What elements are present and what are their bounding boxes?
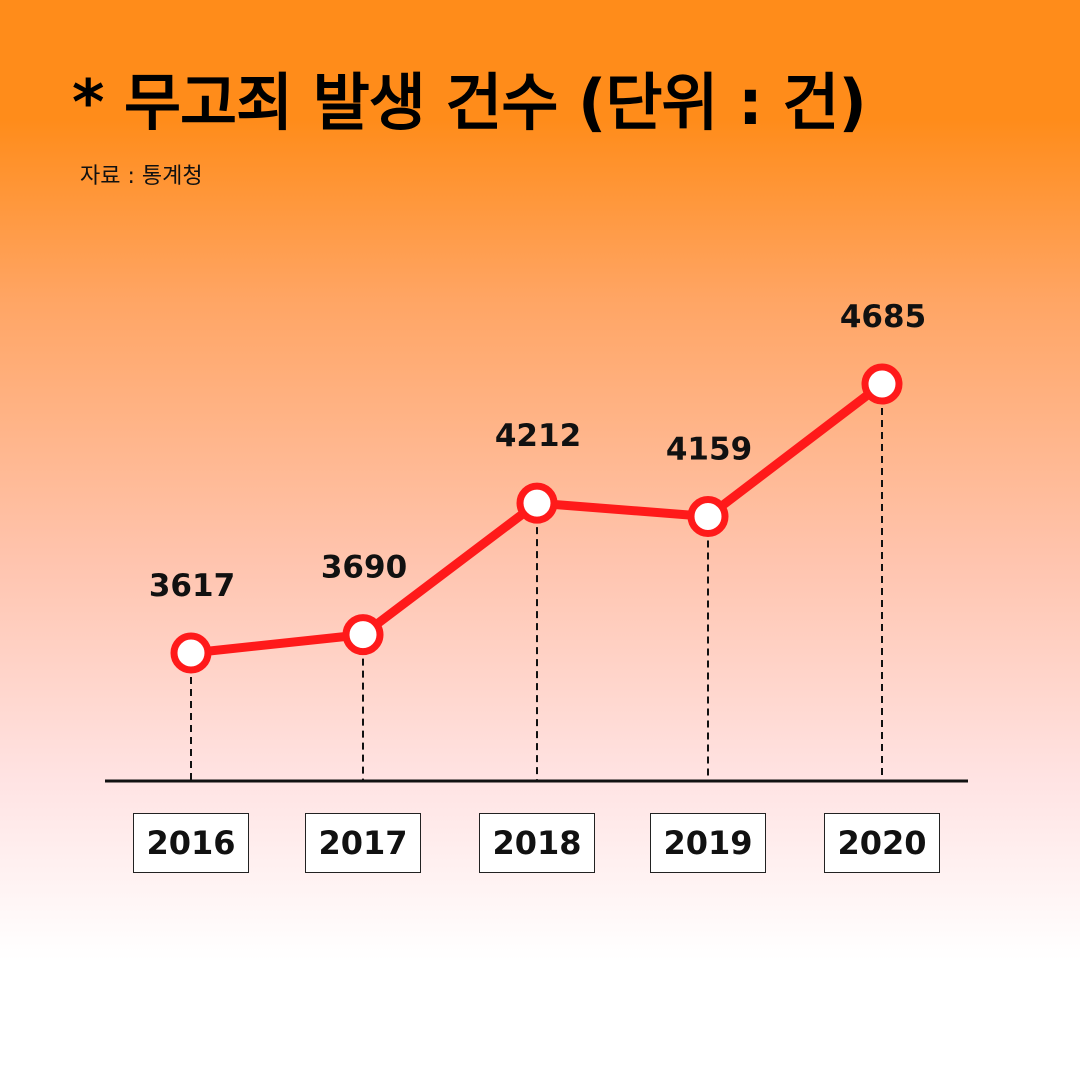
x-tick-label-2020: 2020 bbox=[824, 813, 940, 873]
x-tick-label-2017: 2017 bbox=[305, 813, 421, 873]
x-tick-label-2018: 2018 bbox=[479, 813, 595, 873]
x-tick-label-2016: 2016 bbox=[133, 813, 249, 873]
data-point-2016 bbox=[170, 632, 212, 674]
data-label-2020: 4685 bbox=[840, 299, 926, 335]
x-tick-label-2019: 2019 bbox=[650, 813, 766, 873]
data-point-2018 bbox=[516, 482, 558, 524]
data-labels: 3617 3690 4212 4159 4685 bbox=[149, 299, 926, 604]
data-label-2018: 4212 bbox=[495, 418, 581, 454]
source-note: 자료 : 통계청 bbox=[80, 164, 203, 189]
data-points bbox=[170, 363, 903, 674]
guide-lines bbox=[190, 384, 883, 781]
data-label-2017: 3690 bbox=[321, 550, 407, 586]
chart-title: * 무고죄 발생 건수 (단위 : 건) bbox=[72, 66, 867, 139]
data-point-2019 bbox=[687, 495, 729, 537]
data-label-2016: 3617 bbox=[149, 568, 235, 604]
data-point-2020 bbox=[861, 363, 903, 405]
data-point-2017 bbox=[342, 614, 384, 656]
data-label-2019: 4159 bbox=[666, 431, 752, 467]
